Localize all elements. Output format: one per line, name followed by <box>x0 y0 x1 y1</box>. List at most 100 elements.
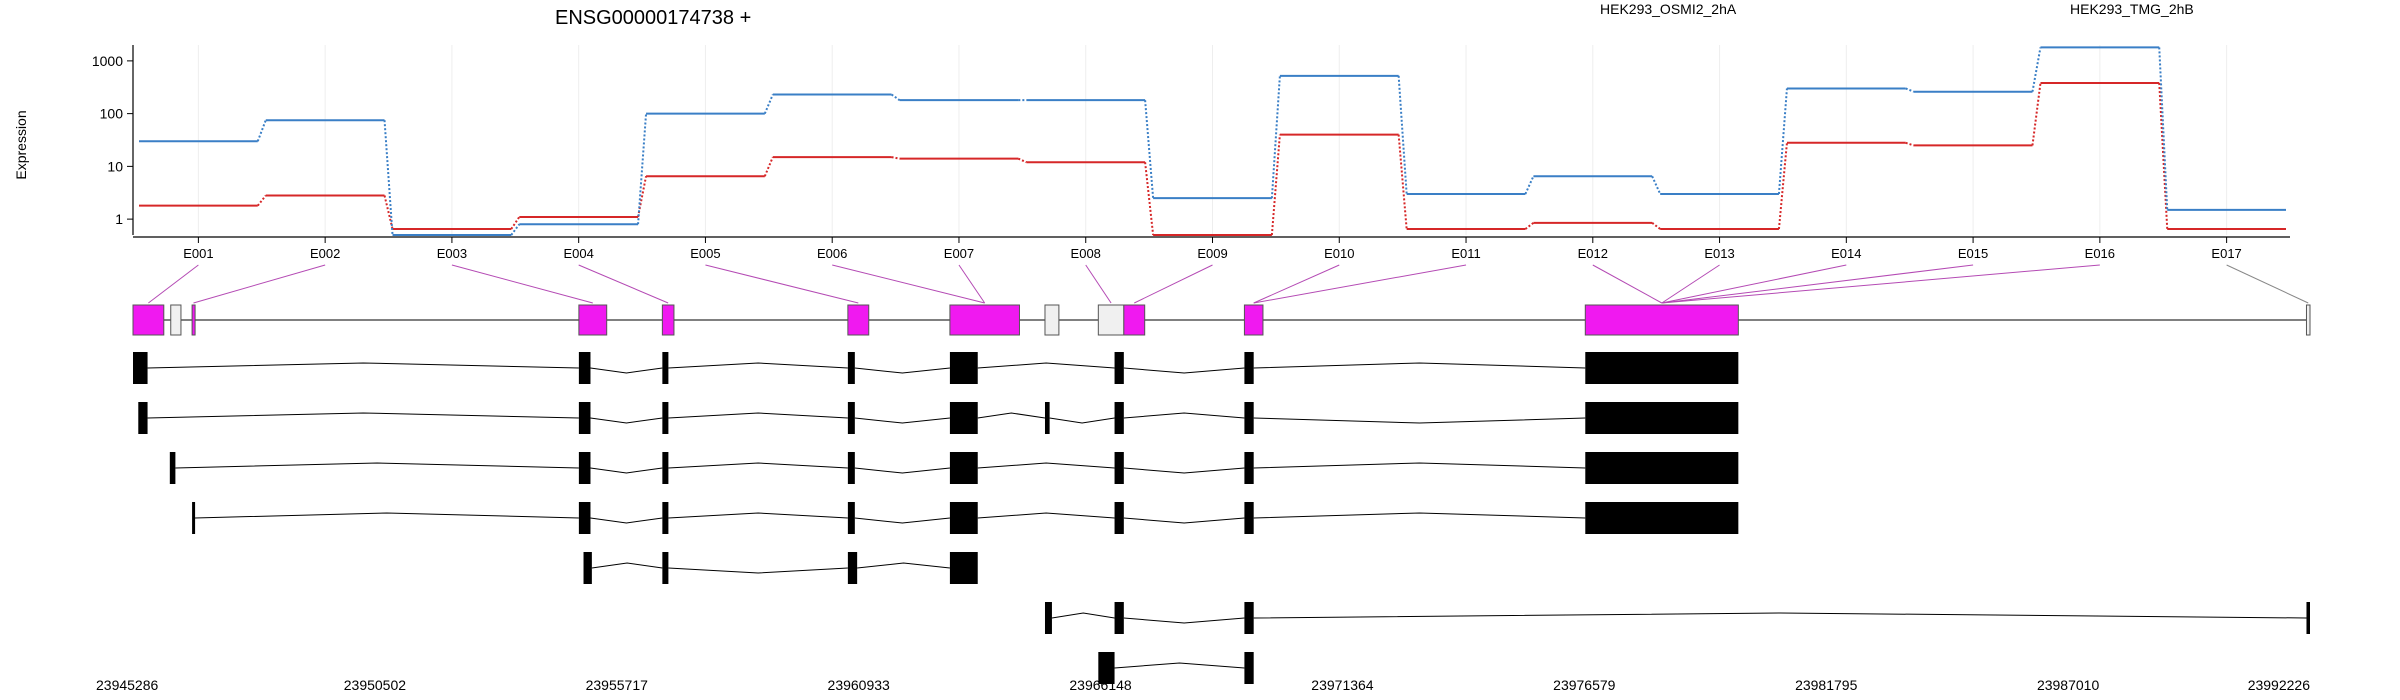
transcript-intron <box>1253 462 1586 469</box>
grid-layer <box>197 45 2228 235</box>
coordinate-tick-label: 23992226 <box>2248 677 2311 693</box>
transcript-intron <box>590 467 663 474</box>
transcript-exon <box>847 402 855 434</box>
transcript-intron <box>1123 467 1245 474</box>
transcript-intron <box>977 462 1115 469</box>
transcript-intron <box>1123 617 1245 624</box>
series-layer <box>139 46 2286 236</box>
gene-exon <box>578 304 608 336</box>
y-axis-label: Expression <box>13 110 29 179</box>
gene-exon <box>1584 304 1739 336</box>
series-connector <box>1270 75 1281 199</box>
transcript-exon <box>1585 402 1739 434</box>
transcript-intron <box>857 562 950 569</box>
y-tick-label: 1000 <box>92 53 123 69</box>
transcript-exon <box>578 352 591 384</box>
series-connector <box>2158 82 2169 230</box>
gene-exon <box>949 304 1020 336</box>
transcript-intron <box>1051 612 1115 619</box>
y-tick-label: 1 <box>115 211 123 227</box>
series-connector <box>1651 175 1662 195</box>
transcript-intron <box>1049 417 1115 424</box>
exon-connector <box>2226 264 2309 304</box>
transcript-exon <box>1044 402 1050 434</box>
x-tick-label: E007 <box>944 246 974 261</box>
transcript-intron <box>1253 512 1586 519</box>
x-tick-label: E016 <box>2085 246 2115 261</box>
x-tick-label: E010 <box>1324 246 1354 261</box>
exon-connector <box>1661 264 1847 304</box>
series-connector <box>891 93 901 101</box>
series-connector <box>1524 175 1535 195</box>
x-tick-label: E017 <box>2211 246 2241 261</box>
series-connector <box>510 223 521 236</box>
exon-connector <box>148 264 199 304</box>
coordinate-tick-label: 23955717 <box>586 677 649 693</box>
series-connector <box>2031 82 2042 146</box>
transcript-exon <box>169 452 176 484</box>
transcript-intron <box>668 462 848 469</box>
transcript-exon <box>1244 502 1254 534</box>
gene-exon <box>1123 304 1146 336</box>
x-tick-label: E001 <box>183 246 213 261</box>
transcript-exon <box>192 502 196 534</box>
exon-connector <box>578 264 669 304</box>
transcript-intron <box>1123 412 1245 419</box>
transcript-exon <box>138 402 148 434</box>
series-connector <box>256 194 267 207</box>
gene-exon <box>1044 304 1060 336</box>
transcript-exon <box>1585 452 1739 484</box>
series-connector <box>1270 134 1281 236</box>
transcript-exon <box>662 452 669 484</box>
transcript-intron <box>977 362 1115 369</box>
transcript-intron <box>590 367 663 374</box>
coordinate-tick-label: 23950502 <box>344 677 407 693</box>
transcript-exon <box>1244 452 1254 484</box>
transcript-exon <box>1244 402 1254 434</box>
series-connector <box>1144 100 1155 199</box>
x-tick-label: E014 <box>1831 246 1861 261</box>
transcript-intron <box>147 362 579 369</box>
exon-connector <box>451 264 593 304</box>
transcript-exon <box>949 552 978 584</box>
gene-exon <box>1097 304 1125 336</box>
transcript-exon <box>847 552 858 584</box>
coordinate-tick-label: 23987010 <box>2037 677 2100 693</box>
transcript-intron <box>1123 517 1245 524</box>
series-connector <box>383 120 394 236</box>
transcript-exon <box>578 502 591 534</box>
transcript-exon <box>578 402 591 434</box>
transcript-exon <box>1098 652 1115 684</box>
y-tick-label: 10 <box>107 158 123 174</box>
transcript-exon <box>662 502 669 534</box>
transcript-exon <box>1044 602 1052 634</box>
exon-connector <box>1253 264 1340 304</box>
transcript-intron <box>194 512 579 519</box>
transcript <box>583 552 978 584</box>
x-tick-label: E003 <box>437 246 467 261</box>
exon-connector <box>193 264 326 304</box>
coordinate-tick-label: 23976579 <box>1553 677 1616 693</box>
series-connector <box>637 113 648 225</box>
transcript-intron <box>668 512 848 519</box>
x-tick-label: E002 <box>310 246 340 261</box>
transcript-intron <box>1253 417 1586 424</box>
series-connector <box>1905 87 1915 93</box>
exon-connector <box>1661 264 1720 304</box>
gene-exon <box>132 304 165 336</box>
series-connector <box>1524 222 1535 230</box>
transcript-exon <box>949 502 978 534</box>
transcript-exon <box>949 402 978 434</box>
transcript <box>133 352 1739 384</box>
transcript-exon <box>133 352 148 384</box>
chart-title: ENSG00000174738 + <box>555 7 751 29</box>
transcript <box>138 402 1739 434</box>
transcript-intron <box>854 517 950 524</box>
transcript-intron <box>977 512 1115 519</box>
transcript-intron <box>668 567 848 574</box>
transcript-intron <box>1123 367 1245 374</box>
x-tick-label: E004 <box>563 246 593 261</box>
series-connector <box>1651 222 1661 230</box>
transcript-exon <box>949 452 978 484</box>
transcript-exon <box>1114 402 1124 434</box>
